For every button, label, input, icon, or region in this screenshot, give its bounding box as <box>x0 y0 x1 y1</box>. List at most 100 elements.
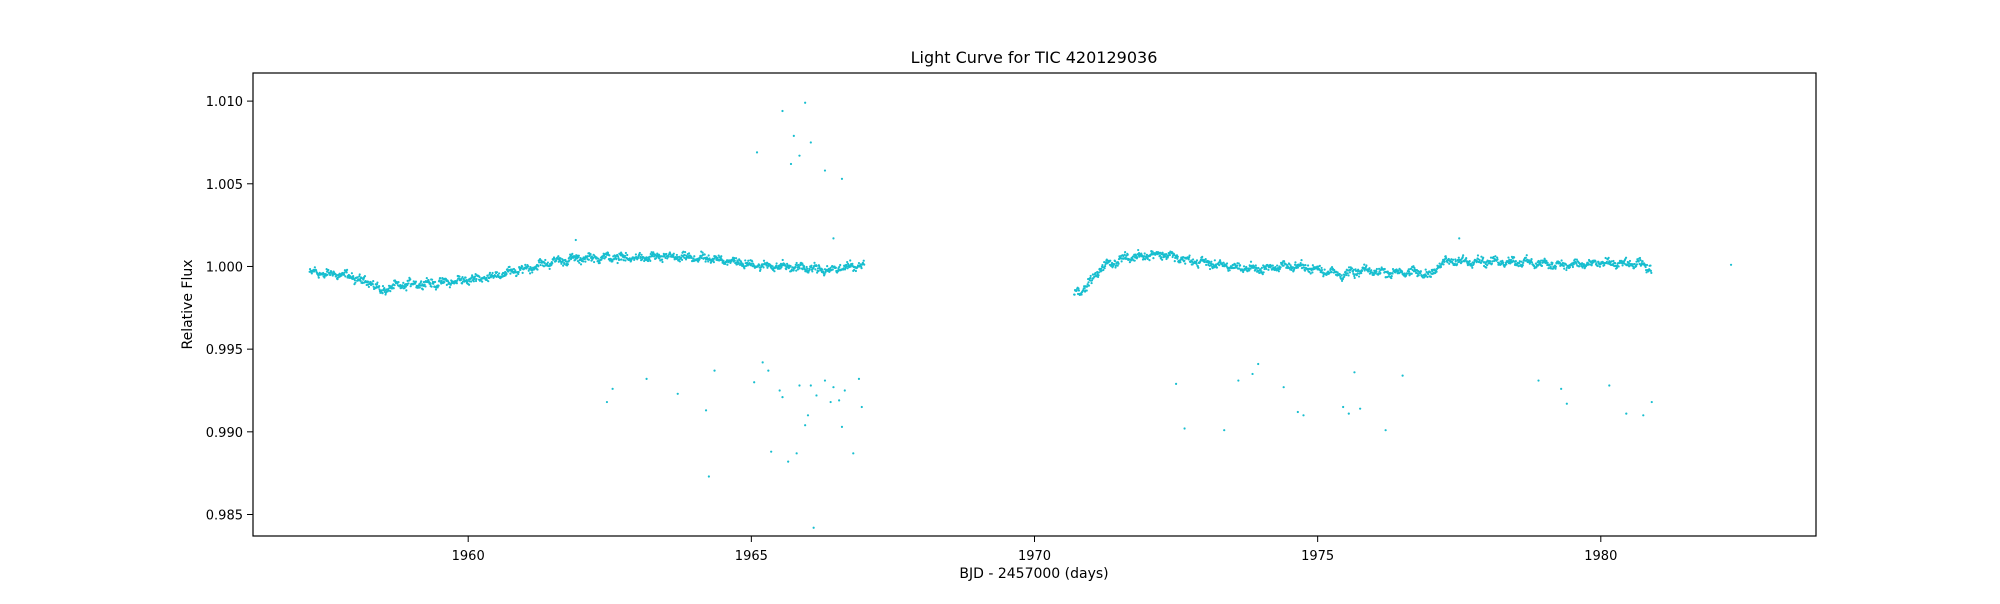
data-point <box>809 266 813 269</box>
data-point <box>1352 268 1355 271</box>
outlier-point <box>795 452 798 455</box>
data-point <box>697 260 700 263</box>
data-point <box>1097 271 1101 274</box>
outlier-point <box>781 396 784 399</box>
data-point <box>1377 267 1381 270</box>
data-point <box>816 267 820 270</box>
data-point <box>1265 267 1268 270</box>
data-point <box>1645 271 1648 274</box>
data-point <box>583 257 587 261</box>
data-point <box>573 255 577 258</box>
chart-title: Light Curve for TIC 420129036 <box>911 48 1158 67</box>
data-point <box>1595 262 1598 265</box>
data-point <box>624 259 627 262</box>
outlier-point <box>778 389 781 392</box>
data-point <box>1318 264 1321 267</box>
data-point <box>543 262 546 265</box>
data-point <box>1267 268 1270 271</box>
data-point <box>626 253 629 257</box>
data-point <box>315 269 318 272</box>
data-point <box>1612 259 1615 263</box>
data-point <box>1247 267 1250 270</box>
data-point <box>414 280 418 283</box>
data-point <box>1605 260 1608 263</box>
data-point <box>843 268 847 271</box>
data-point <box>1114 266 1117 269</box>
data-point <box>628 257 631 260</box>
outlier-point <box>787 460 790 463</box>
outlier-point <box>676 392 679 395</box>
data-point <box>1164 253 1168 256</box>
data-point <box>527 265 530 268</box>
outlier-point <box>840 177 844 180</box>
data-point <box>407 282 410 285</box>
data-point <box>1571 265 1575 269</box>
data-point <box>623 254 627 257</box>
data-point <box>812 266 815 269</box>
data-point <box>481 280 484 283</box>
data-point <box>1173 259 1176 263</box>
outlier-point <box>707 475 710 478</box>
data-point <box>1208 267 1212 271</box>
data-point <box>838 265 841 268</box>
data-point <box>1179 261 1182 264</box>
data-point <box>1530 261 1534 264</box>
data-point <box>1641 260 1644 263</box>
data-point <box>1234 263 1237 266</box>
outlier-point <box>823 379 827 382</box>
y-tick-label: 0.995 <box>206 343 243 358</box>
data-point <box>1161 251 1164 254</box>
data-point <box>775 264 778 267</box>
data-point <box>1424 268 1427 271</box>
data-point <box>323 276 326 279</box>
outlier-point <box>1401 374 1404 377</box>
data-point <box>1093 275 1096 278</box>
data-point <box>684 251 687 254</box>
outlier-point <box>792 134 795 137</box>
data-point <box>1263 267 1266 271</box>
data-point <box>1300 259 1303 262</box>
outlier-point <box>1223 429 1226 432</box>
outlier-point <box>713 369 716 372</box>
data-point <box>405 289 408 292</box>
data-point <box>443 281 446 284</box>
data-point <box>712 258 715 261</box>
data-point <box>1249 267 1252 270</box>
outlier-point <box>852 452 855 455</box>
y-tick-label: 0.990 <box>206 426 243 441</box>
data-point <box>737 261 740 264</box>
data-point <box>1259 268 1262 271</box>
data-point <box>860 267 863 270</box>
data-point <box>1279 266 1282 269</box>
data-point <box>667 255 670 258</box>
data-point <box>1116 264 1119 267</box>
data-point <box>409 285 412 288</box>
data-point <box>1167 254 1170 257</box>
outlier-point <box>823 169 827 172</box>
data-point <box>1103 260 1106 264</box>
data-point <box>1518 261 1521 265</box>
data-point <box>1439 265 1443 269</box>
data-point <box>796 268 800 271</box>
data-point <box>1496 258 1499 261</box>
data-point <box>759 268 762 271</box>
outlier-point <box>611 387 614 390</box>
data-point <box>1325 273 1328 276</box>
data-point <box>678 260 682 263</box>
data-point <box>1257 266 1260 270</box>
data-point <box>675 253 678 257</box>
data-point <box>1508 258 1511 261</box>
data-point <box>430 285 433 288</box>
data-point <box>1460 260 1463 263</box>
data-point <box>1624 256 1628 259</box>
outlier-point <box>840 425 844 428</box>
data-point <box>1320 266 1323 270</box>
data-point <box>622 259 625 262</box>
data-point <box>350 272 353 275</box>
data-point <box>478 275 481 279</box>
data-point <box>1410 272 1413 275</box>
data-point <box>560 262 563 265</box>
data-point <box>817 269 820 273</box>
data-point <box>1201 255 1204 258</box>
